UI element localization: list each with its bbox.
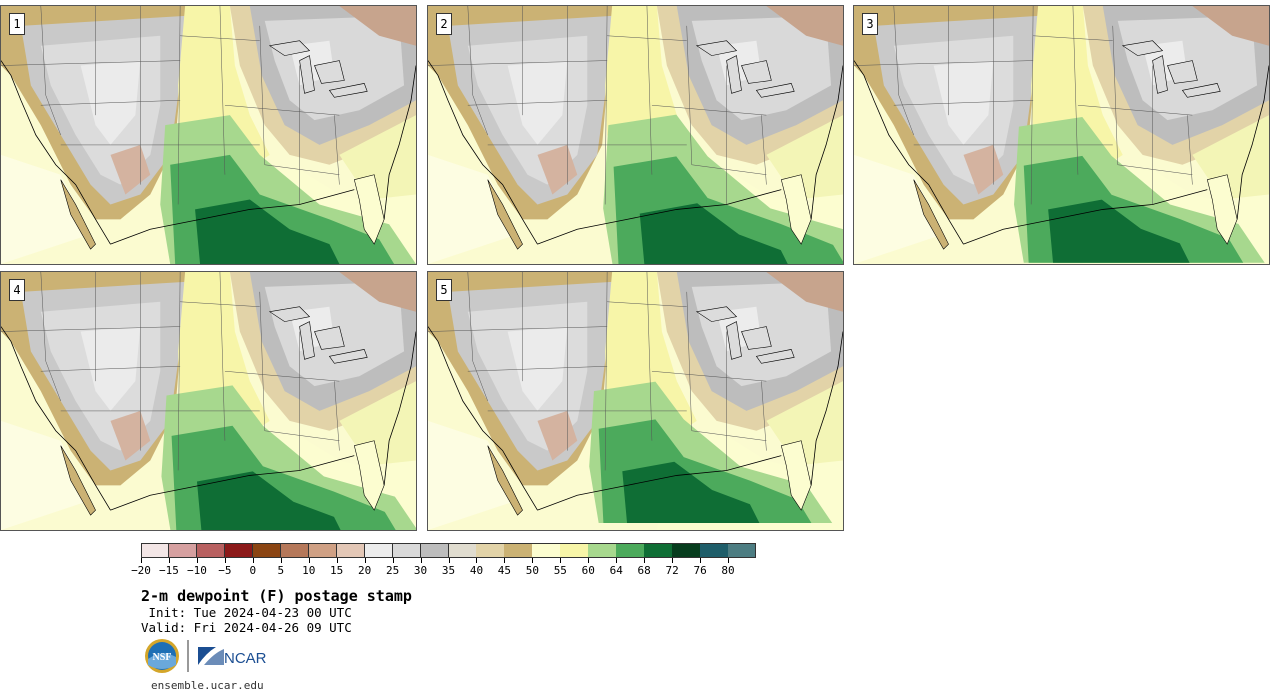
colorbar-tick-label: 10 (302, 564, 316, 577)
colorbar-swatch (364, 543, 394, 558)
colorbar-tick (196, 558, 198, 563)
panel-number: 2 (436, 13, 452, 35)
colorbar-tick-label: 68 (637, 564, 651, 577)
colorbar-tick (141, 558, 142, 563)
colorbar-tick-label: −15 (159, 564, 179, 577)
colorbar-tick (588, 558, 590, 563)
colorbar-tick (504, 558, 506, 563)
colorbar-swatch (308, 543, 338, 558)
colorbar-tick (700, 558, 702, 563)
colorbar-swatch (280, 543, 310, 558)
colorbar-tick (280, 558, 282, 563)
colorbar-tick-label: 50 (525, 564, 539, 577)
colorbar-tick (308, 558, 310, 563)
colorbar-tick (168, 558, 170, 563)
init-time: Init: Tue 2024-04-23 00 UTC (141, 605, 352, 620)
colorbar-tick-label: 64 (609, 564, 623, 577)
stamp-panel-4: 4 (0, 271, 417, 531)
dewpoint-colorbar (141, 543, 757, 558)
panel-number: 1 (9, 13, 25, 35)
colorbar-swatch (476, 543, 505, 558)
panel-number: 3 (862, 13, 878, 35)
colorbar-swatch (532, 543, 561, 558)
colorbar-tick-label: 15 (330, 564, 344, 577)
nsf-text: NSF (153, 652, 172, 663)
ncar-logo-icon: NCAR (198, 647, 267, 667)
ncar-text: NCAR (224, 650, 267, 667)
dewpoint-map-5 (428, 272, 843, 530)
colorbar-tick-label: 40 (469, 564, 484, 577)
colorbar-tick-label: −10 (186, 564, 207, 577)
colorbar-swatch (588, 543, 617, 558)
dewpoint-map-1 (1, 6, 416, 264)
colorbar-ticks: −20 −15 −10 −5 0 5 10 15 20 25 30 35 40 45 50 55 60 64 68 7… (131, 558, 756, 580)
colorbar-swatch (392, 543, 422, 558)
colorbar-tick (532, 558, 534, 563)
colorbar-swatch (224, 543, 254, 558)
colorbar-tick-label: 45 (497, 564, 512, 577)
colorbar-tick (420, 558, 422, 563)
colorbar-swatch (672, 543, 701, 558)
dewpoint-map-4 (1, 272, 416, 530)
panel-number: 4 (9, 279, 25, 301)
page-title: 2-m dewpoint (F) postage stamp (141, 587, 412, 605)
colorbar-tick-label: 25 (385, 564, 400, 577)
colorbar-tick (616, 558, 618, 563)
colorbar-swatch (448, 543, 477, 558)
colorbar-swatch (141, 543, 170, 558)
panel-number: 5 (436, 279, 452, 301)
colorbar-tick (336, 558, 338, 563)
dewpoint-map-3 (854, 6, 1269, 264)
colorbar-swatch (252, 543, 282, 558)
colorbar-tick (476, 558, 478, 563)
colorbar-swatch (560, 543, 589, 558)
colorbar-tick (644, 558, 646, 563)
colorbar-tick-label: 72 (665, 564, 679, 577)
colorbar-swatch (168, 543, 198, 558)
colorbar-tick (224, 558, 226, 563)
colorbar-tick (728, 558, 730, 563)
colorbar-tick-label: 35 (441, 564, 456, 577)
colorbar-tick-label: 5 (277, 564, 285, 577)
colorbar-tick (392, 558, 394, 563)
colorbar-tick-label: −5 (218, 564, 232, 577)
colorbar-tick (364, 558, 366, 563)
colorbar-tick-label: 80 (721, 564, 735, 577)
stamp-panel-1: 1 (0, 5, 417, 265)
colorbar-tick (252, 558, 254, 563)
colorbar-tick (448, 558, 450, 563)
colorbar-swatch (196, 543, 226, 558)
colorbar-tick-label: 76 (693, 564, 707, 577)
dewpoint-map-2 (428, 6, 843, 264)
colorbar-tick-label: 30 (413, 564, 428, 577)
colorbar-swatch (644, 543, 673, 558)
colorbar-tick-label: 55 (553, 564, 567, 577)
colorbar-tick-label: 20 (358, 564, 372, 577)
valid-time: Valid: Fri 2024-04-26 09 UTC (141, 620, 352, 635)
stamp-panel-2: 2 (427, 5, 844, 265)
colorbar-tick (672, 558, 674, 563)
sponsor-logos: NSF NCAR (145, 639, 267, 673)
colorbar-swatch (728, 543, 757, 558)
colorbar-swatch (616, 543, 645, 558)
colorbar-swatch (700, 543, 729, 558)
stamp-panel-5: 5 (427, 271, 844, 531)
colorbar-tick (560, 558, 562, 563)
colorbar-tick-label: 0 (249, 564, 257, 577)
colorbar-swatch (504, 543, 533, 558)
colorbar-tick-label: −20 (131, 564, 151, 577)
colorbar-tick-label: 60 (581, 564, 595, 577)
nsf-logo-icon: NSF (145, 639, 179, 673)
stamp-panel-3: 3 (853, 5, 1270, 265)
colorbar-swatch (420, 543, 449, 558)
site-url: ensemble.ucar.edu (151, 679, 264, 692)
colorbar-swatch (336, 543, 366, 558)
